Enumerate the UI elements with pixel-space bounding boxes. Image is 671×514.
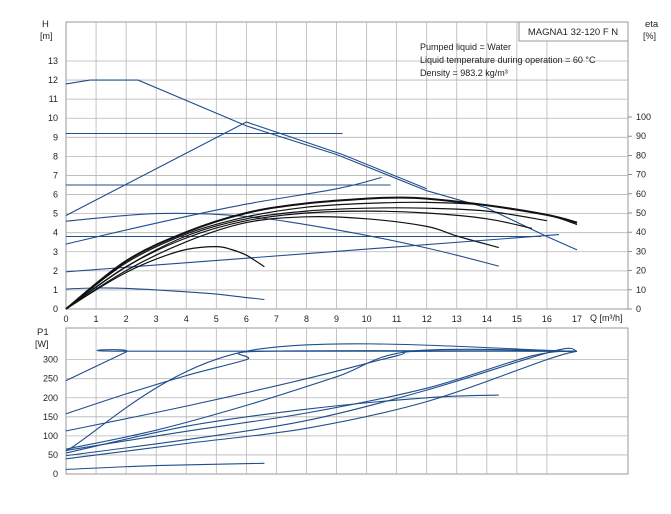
x-tick-label: 12 <box>422 314 432 324</box>
x-tick-label: 4 <box>184 314 189 324</box>
x-tick-label: 13 <box>452 314 462 324</box>
head-axis-label: H <box>42 19 49 30</box>
head-series <box>65 79 578 310</box>
power-tick-label: 0 <box>53 469 58 479</box>
efficiency-curve <box>65 245 265 310</box>
annotation-density: Density = 983.2 kg/m³ <box>420 68 508 78</box>
flow-axis-label: Q [m³/h] <box>590 313 623 323</box>
power-tick-label: 250 <box>43 374 58 384</box>
x-tick-label: 7 <box>274 314 279 324</box>
eta-tick-label: 30 <box>636 246 646 256</box>
y-tick-label: 10 <box>48 113 58 123</box>
power-curve <box>65 350 578 432</box>
x-tick-label: 10 <box>362 314 372 324</box>
eta-tick-label: 100 <box>636 112 651 122</box>
eta-tick-label: 0 <box>636 304 641 314</box>
head-curve <box>65 121 427 216</box>
eta-tick-label: 40 <box>636 227 646 237</box>
power-curve <box>65 348 578 450</box>
power-curve <box>65 347 578 457</box>
eta-axis-label: eta <box>645 19 659 30</box>
y-tick-label: 4 <box>53 228 58 238</box>
x-tick-label: 9 <box>334 314 339 324</box>
power-tick-label: 200 <box>43 393 58 403</box>
y-tick-label: 2 <box>53 266 58 276</box>
eta-tick-label: 10 <box>636 285 646 295</box>
head-axes: 0 1 2 3 4 5 6 7 8 9 10 11 12 13 14 15 16 1701234567891011… <box>48 56 651 324</box>
power-curve <box>65 350 578 460</box>
y-tick-label: 9 <box>53 132 58 142</box>
y-tick-label: 0 <box>53 304 58 314</box>
eta-tick-label: 60 <box>636 189 646 199</box>
power-tick-label: 50 <box>48 450 58 460</box>
x-tick-label: 0 <box>63 314 68 324</box>
head-curve <box>65 234 560 273</box>
y-tick-label: 5 <box>53 209 58 219</box>
x-tick-label: 1 <box>94 314 99 324</box>
head-axis-unit: [m] <box>40 31 53 41</box>
eta-tick-label: 80 <box>636 150 646 160</box>
y-tick-label: 7 <box>53 170 58 180</box>
eta-tick-label: 90 <box>636 131 646 141</box>
power-axis-unit: [W] <box>35 339 49 349</box>
x-tick-label: 14 <box>482 314 492 324</box>
power-curve <box>65 343 578 452</box>
x-tick-label: 8 <box>304 314 309 324</box>
head-plot-area <box>65 21 629 310</box>
x-tick-label: 5 <box>214 314 219 324</box>
model-label-box <box>518 21 629 42</box>
head-curve <box>65 176 382 245</box>
head-curve <box>65 212 499 267</box>
power-tick-label: 100 <box>43 431 58 441</box>
model-label: MAGNA1 32-120 F N <box>528 27 618 38</box>
efficiency-curve <box>65 207 547 310</box>
annotation-temperature: Liquid temperature during operation = 60… <box>420 55 596 65</box>
efficiency-curve <box>65 216 499 310</box>
y-tick-label: 8 <box>53 151 58 161</box>
eta-tick-label: 50 <box>636 208 646 218</box>
power-curve <box>65 462 265 470</box>
x-tick-label: 6 <box>244 314 249 324</box>
x-tick-label: 16 <box>542 314 552 324</box>
power-axis-label: P1 <box>37 327 49 338</box>
x-tick-label: 15 <box>512 314 522 324</box>
power-axes: 0 50 100 150 200 250 300 <box>43 355 58 479</box>
x-tick-label: 3 <box>154 314 159 324</box>
power-tick-label: 300 <box>43 355 58 365</box>
power-curve <box>65 350 578 415</box>
y-tick-label: 13 <box>48 56 58 66</box>
power-series <box>65 343 578 470</box>
y-tick-label: 1 <box>53 285 58 295</box>
x-tick-label: 2 <box>124 314 129 324</box>
power-curve <box>65 350 578 451</box>
y-tick-label: 11 <box>49 94 58 104</box>
x-tick-label: 17 <box>572 314 582 324</box>
power-plot-area <box>65 327 629 475</box>
power-tick-label: 150 <box>43 412 58 422</box>
eta-axis-unit: [%] <box>643 31 656 41</box>
efficiency-curve <box>65 196 578 310</box>
annotation-liquid: Pumped liquid = Water <box>420 42 511 52</box>
y-tick-label: 6 <box>53 190 58 200</box>
x-tick-label: 11 <box>392 314 401 324</box>
y-tick-label: 12 <box>48 75 58 85</box>
eta-tick-label: 70 <box>636 170 646 180</box>
eta-tick-label: 20 <box>636 266 646 276</box>
y-tick-label: 3 <box>53 247 58 257</box>
